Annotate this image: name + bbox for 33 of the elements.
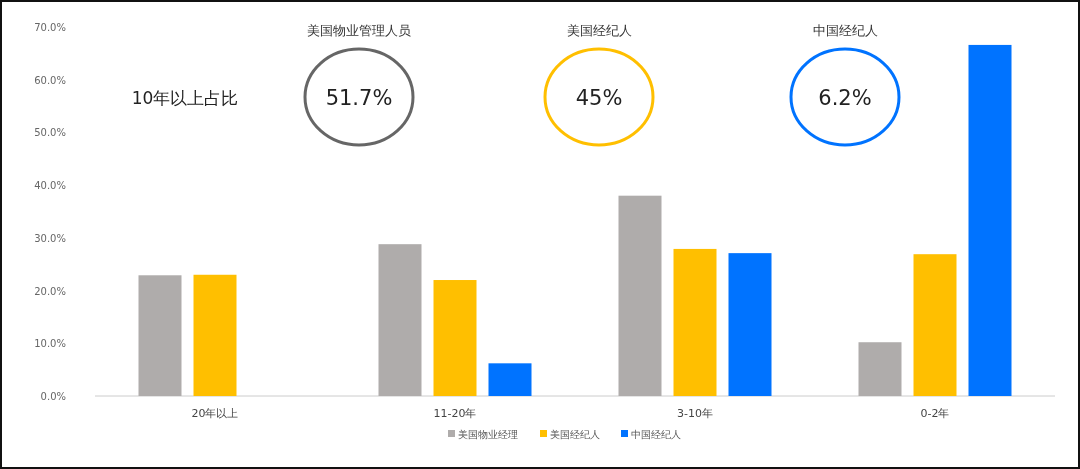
bar (433, 280, 477, 396)
x-tick-label: 20年以上 (191, 407, 239, 420)
y-tick-label: 60.0% (34, 74, 66, 86)
bar (858, 342, 902, 396)
annotation: 美国物业管理人员 (307, 23, 411, 38)
bar (193, 274, 237, 396)
y-tick-label: 40.0% (34, 180, 66, 192)
y-tick-label: 50.0% (34, 127, 66, 139)
bar (488, 363, 532, 396)
legend-label: 美国物业经理 (458, 429, 518, 440)
x-tick-label: 11-20年 (433, 407, 477, 420)
bar (968, 44, 1012, 396)
annotation: 美国经纪人 (566, 23, 632, 38)
x-tick-label: 3-10年 (677, 407, 713, 420)
legend-label: 美国经纪人 (550, 429, 600, 440)
bar (728, 253, 772, 396)
annotation: 45% (575, 86, 623, 110)
bar (618, 195, 662, 396)
bar (913, 254, 957, 396)
y-tick-label: 30.0% (34, 232, 66, 244)
y-tick-label: 0.0% (40, 391, 66, 402)
annotation: 6.2% (818, 86, 872, 110)
y-tick-label: 10.0% (34, 338, 66, 350)
annotation: 10年以上占比 (131, 88, 239, 108)
annotation: 51.7% (325, 86, 393, 110)
x-tick-label: 0-2年 (920, 407, 950, 420)
y-tick-label: 20.0% (34, 285, 66, 297)
annotation: 中国经纪人 (812, 23, 878, 38)
y-tick-label: 70.0% (34, 22, 66, 33)
bar (138, 275, 182, 396)
bar (378, 244, 422, 396)
legend-label: 中国经纪人 (631, 429, 681, 440)
bar (673, 248, 717, 396)
